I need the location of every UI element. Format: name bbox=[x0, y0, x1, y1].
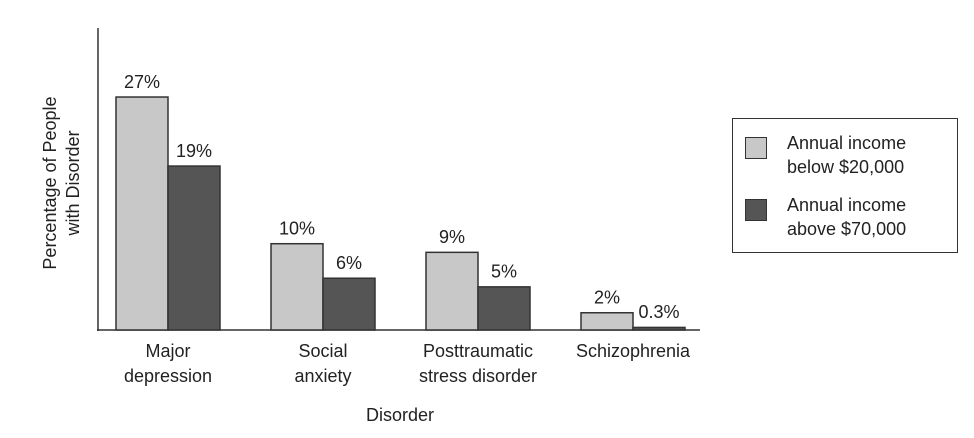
x-tick-label: Major bbox=[145, 341, 190, 361]
bar bbox=[477, 286, 531, 331]
legend: Annual income below $20,000 Annual income… bbox=[732, 118, 958, 253]
x-axis-title: Disorder bbox=[366, 405, 434, 425]
bar bbox=[322, 277, 376, 331]
legend-label: Annual income below $20,000 bbox=[787, 133, 907, 177]
value-label: 5% bbox=[491, 262, 517, 282]
legend-swatch bbox=[745, 199, 767, 221]
value-label: 19% bbox=[176, 141, 212, 161]
x-tick-label: Schizophrenia bbox=[576, 341, 691, 361]
value-label: 9% bbox=[439, 227, 465, 247]
value-label: 0.3% bbox=[638, 302, 679, 322]
bar bbox=[167, 165, 221, 331]
legend-label: Annual income above $70,000 bbox=[787, 195, 907, 239]
value-label: 6% bbox=[336, 253, 362, 273]
x-tick-label: anxiety bbox=[294, 366, 351, 386]
bar bbox=[425, 251, 479, 331]
bar bbox=[115, 96, 169, 331]
bar bbox=[580, 311, 634, 331]
value-label: 10% bbox=[279, 218, 315, 238]
x-tick-label: Posttraumatic bbox=[423, 341, 533, 361]
bar bbox=[632, 326, 686, 331]
x-tick-label: stress disorder bbox=[419, 366, 537, 386]
value-label: 2% bbox=[594, 287, 620, 307]
legend-swatch bbox=[745, 137, 767, 159]
legend-item: Annual income below $20,000 bbox=[745, 133, 955, 183]
y-axis-title: Percentage of People with Disorder bbox=[40, 96, 83, 270]
x-tick-label: Social bbox=[298, 341, 347, 361]
value-label: 27% bbox=[124, 72, 160, 92]
bar bbox=[270, 242, 324, 331]
x-tick-label: depression bbox=[124, 366, 212, 386]
legend-item: Annual income above $70,000 bbox=[745, 195, 955, 245]
